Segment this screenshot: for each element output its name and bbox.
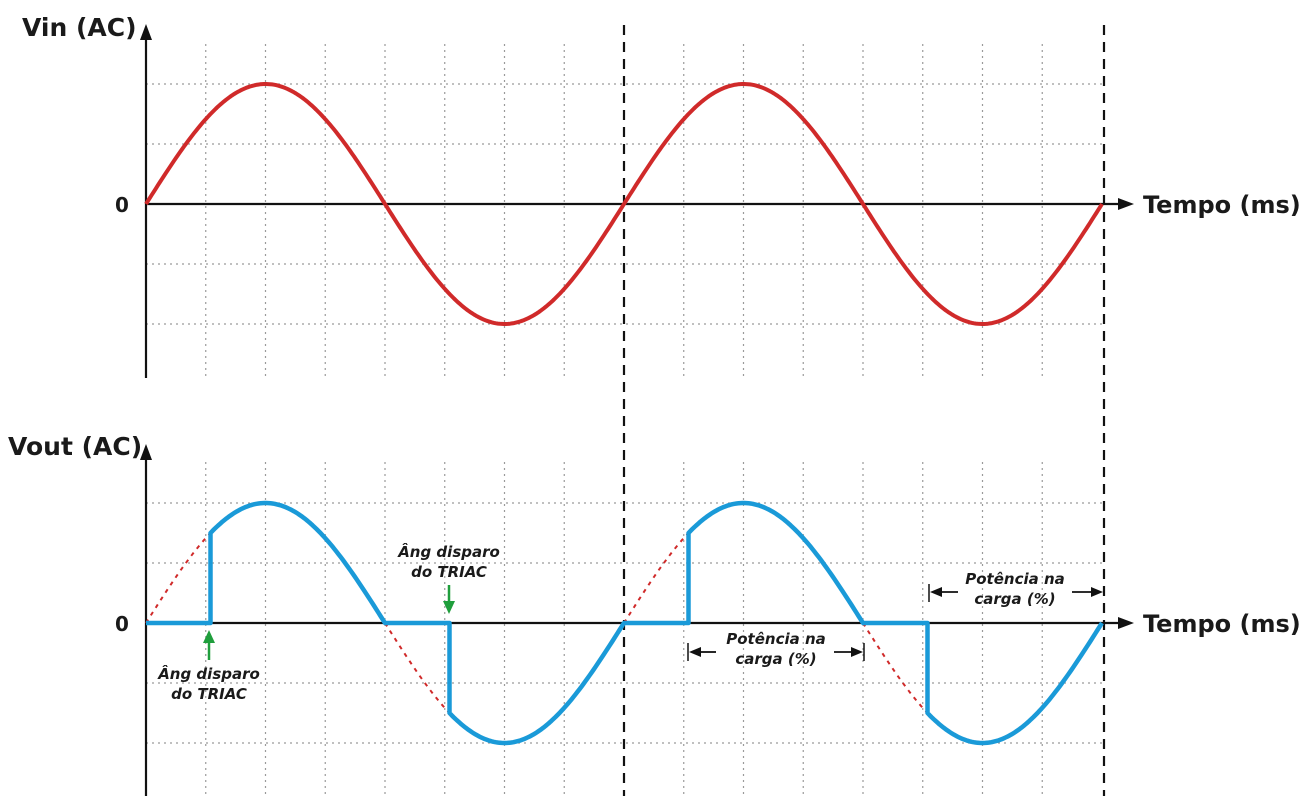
arrow-down-icon	[443, 601, 455, 614]
bottom-zero-label: 0	[115, 612, 129, 636]
firing-label-2-line1: Âng disparo	[397, 542, 500, 561]
bottom-y-axis-arrow-icon	[140, 444, 152, 460]
top-y-axis-arrow-icon	[140, 24, 152, 40]
firing-angle-annotation-1: Âng disparo do TRIAC	[157, 630, 260, 703]
power-label-1-line1: Potência na	[726, 630, 826, 648]
load-power-annotation-1: Potência na carga (%)	[687, 630, 865, 668]
power-label-1-line2: carga (%)	[735, 650, 816, 668]
top-x-axis-label: Tempo (ms)	[1143, 191, 1300, 219]
load-power-annotation-2: Potência na carga (%)	[928, 570, 1103, 608]
vout-chopped-wave	[146, 500, 1104, 746]
bottom-y-axis-label: Vout (AC)	[8, 432, 142, 461]
bottom-x-axis-arrow-icon	[1118, 617, 1134, 629]
top-zero-label: 0	[115, 193, 129, 217]
firing-label-2-line2: do TRIAC	[411, 563, 487, 581]
arrow-right-icon	[1091, 587, 1103, 597]
arrow-left-icon	[689, 647, 701, 657]
bottom-x-axis-label: Tempo (ms)	[1143, 610, 1300, 638]
power-label-2-line2: carga (%)	[974, 590, 1055, 608]
arrow-up-icon	[203, 630, 215, 643]
arrow-left-icon	[930, 587, 942, 597]
top-x-axis-arrow-icon	[1118, 198, 1134, 210]
firing-label-1-line2: do TRIAC	[171, 685, 247, 703]
top-y-axis-label: Vin (AC)	[22, 13, 137, 42]
firing-label-1-line1: Âng disparo	[157, 664, 260, 683]
bottom-grid	[146, 462, 1102, 796]
top-grid	[146, 44, 1102, 378]
vin-sine-wave	[144, 82, 1104, 326]
power-label-2-line1: Potência na	[965, 570, 1065, 588]
firing-angle-annotation-2: Âng disparo do TRIAC	[397, 542, 500, 614]
arrow-right-icon	[851, 647, 863, 657]
